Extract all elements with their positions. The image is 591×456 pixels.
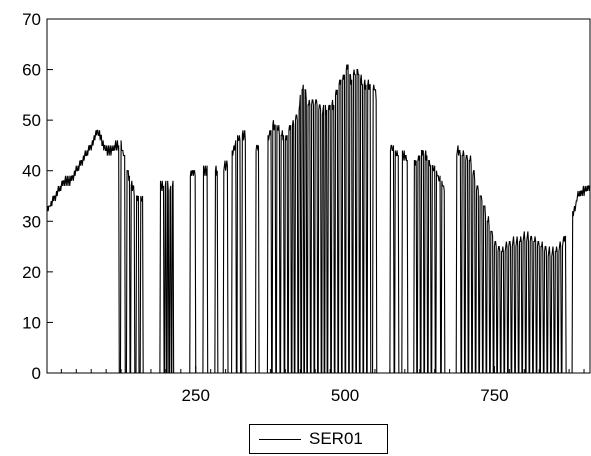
y-tick-label: 30: [22, 212, 41, 231]
y-tick-label: 20: [22, 263, 41, 282]
x-tick-label: 250: [182, 386, 210, 405]
x-tick-label: 750: [480, 386, 508, 405]
x-tick-label: 500: [331, 386, 359, 405]
y-tick-label: 40: [22, 162, 41, 181]
legend-label-ser01: SER01: [309, 429, 363, 448]
plot-frame: [46, 18, 591, 374]
y-axis-ticks: 0 10 20 30 40 50 60 70: [22, 10, 53, 383]
y-tick-label: 0: [32, 364, 41, 383]
y-tick-label: 50: [22, 111, 41, 130]
series-line-ser01: [46, 64, 591, 374]
legend: SER01: [249, 424, 388, 454]
x-axis-ticks: 250 500 750: [60, 366, 585, 405]
y-tick-label: 60: [22, 61, 41, 80]
y-tick-label: 70: [22, 10, 41, 29]
y-tick-label: 10: [22, 313, 41, 332]
series-lines: [46, 64, 591, 374]
legend-swatch-ser01: [259, 438, 301, 440]
